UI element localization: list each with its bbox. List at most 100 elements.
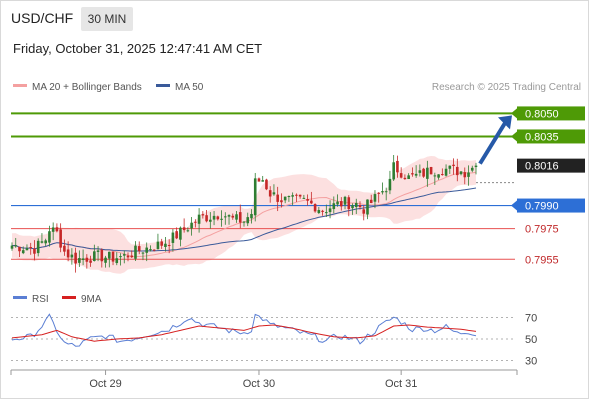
candle	[448, 165, 452, 174]
candle	[216, 215, 220, 221]
candle-body	[253, 178, 257, 216]
candle	[212, 211, 216, 226]
candle	[25, 244, 29, 251]
candle-body	[426, 167, 429, 179]
candle-body	[149, 249, 152, 251]
candle	[343, 195, 347, 210]
candle-body	[332, 203, 336, 210]
bollinger-bands	[12, 156, 476, 274]
candle-body	[111, 251, 115, 262]
candle	[250, 209, 253, 224]
candle-body	[366, 199, 369, 215]
candle-body	[336, 201, 339, 205]
candle-body	[89, 260, 92, 263]
candle-body	[216, 216, 220, 220]
candle-body	[156, 241, 160, 250]
candle-body	[313, 204, 317, 212]
level-box-0.7990	[517, 198, 585, 213]
candle-body	[14, 245, 18, 247]
rsi-panel: 70 50 30	[11, 312, 537, 368]
candle-body	[33, 248, 36, 254]
candle-body	[40, 241, 44, 243]
candle-body	[321, 210, 324, 212]
candle	[115, 252, 119, 266]
candle-body	[126, 255, 130, 258]
candle-body	[96, 250, 100, 252]
candle-body	[433, 175, 437, 177]
candle	[373, 190, 377, 209]
candle	[265, 178, 268, 191]
candle	[396, 155, 399, 178]
candle	[302, 194, 306, 199]
rsi-tick-70: 70	[525, 312, 537, 324]
datetime-label: Friday, October 31, 2025 12:47:41 AM CET	[13, 41, 263, 56]
candle-body	[276, 194, 279, 202]
candle-body	[51, 227, 55, 232]
candle-body	[137, 246, 141, 252]
candle	[310, 191, 313, 205]
candle	[122, 250, 126, 264]
candle-body	[70, 254, 74, 258]
candle	[381, 182, 384, 195]
candle-body	[411, 173, 414, 175]
candle-body	[223, 216, 227, 218]
candle	[111, 251, 115, 266]
candle	[231, 213, 235, 220]
candle	[354, 198, 358, 215]
candle-body	[362, 209, 366, 214]
candle	[93, 244, 96, 262]
ma50-legend-label: MA 50	[175, 82, 204, 93]
candle	[223, 212, 227, 225]
candle	[392, 155, 395, 182]
candle	[152, 249, 156, 252]
candle-body	[272, 192, 276, 195]
candle-body	[81, 258, 85, 260]
candle-body	[242, 221, 246, 223]
candle-body	[175, 231, 178, 239]
candle-body	[317, 210, 321, 214]
projection-arrow-shaft	[478, 120, 508, 165]
candle	[242, 221, 246, 227]
candle	[332, 196, 336, 214]
candle-body	[343, 196, 347, 205]
candle	[119, 253, 122, 266]
candle-body	[104, 257, 107, 263]
candle-body	[351, 205, 354, 209]
candle	[426, 160, 429, 187]
candle-body	[354, 202, 358, 208]
candle-body	[246, 217, 250, 224]
rsi-line	[11, 313, 477, 347]
candle-body	[328, 208, 332, 213]
candle-body	[59, 229, 62, 248]
candle	[463, 167, 467, 185]
candle	[149, 245, 152, 252]
candle	[414, 165, 418, 178]
x-tick-label: Oct 31	[385, 378, 417, 390]
candle-body	[122, 254, 126, 256]
candle	[291, 192, 294, 206]
candle	[295, 193, 298, 202]
candle-body	[377, 192, 381, 194]
timeframe-button[interactable]: 30 MIN	[81, 7, 133, 31]
candle-body	[25, 248, 29, 251]
candle-body	[10, 245, 14, 249]
candle-body	[220, 218, 223, 220]
rsi-ma-legend-label: 9MA	[81, 294, 102, 305]
candle	[459, 171, 463, 176]
candle-body	[283, 196, 287, 201]
candle-body	[18, 246, 21, 252]
candle	[81, 249, 85, 266]
candle-body	[238, 212, 242, 223]
projection-arrow	[478, 115, 512, 165]
candle-body	[403, 177, 407, 180]
candle	[10, 242, 14, 251]
candle-body	[463, 172, 467, 178]
level-label-0.7990: 0.7990	[525, 201, 559, 213]
candle	[130, 250, 134, 258]
candle-body	[93, 251, 96, 262]
candle-body	[55, 227, 59, 232]
candle-body	[369, 199, 373, 204]
candle-body	[265, 179, 268, 190]
candle-body	[298, 194, 302, 197]
